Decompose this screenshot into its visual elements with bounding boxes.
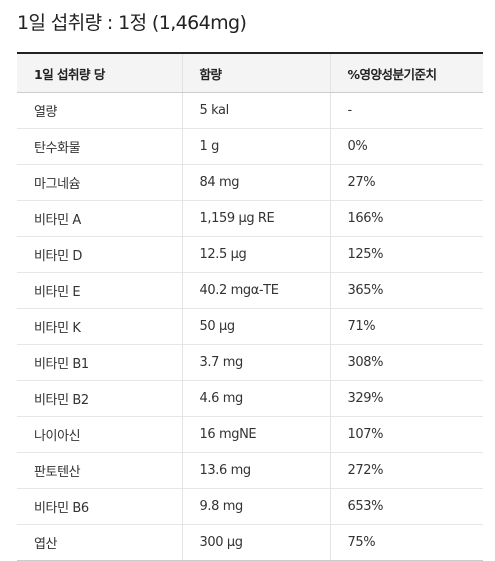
nutrient-daily-value: 653% — [329, 488, 483, 525]
nutrient-daily-value: 125% — [329, 236, 483, 273]
nutrient-name: 비타민 A — [17, 200, 182, 237]
table-row: 비타민 B6 9.8 mg 653% — [17, 488, 483, 525]
table-row: 엽산 300 µg 75% — [17, 524, 483, 561]
nutrient-name: 비타민 B6 — [17, 488, 182, 525]
nutrient-name: 비타민 B1 — [17, 344, 182, 381]
nutrient-amount: 16 mgNE — [181, 416, 330, 453]
header-daily-value: %영양성분기준치 — [329, 52, 483, 93]
table-row: 비타민 D 12.5 µg 125% — [17, 236, 483, 273]
table-row: 비타민 E 40.2 mgα-TE 365% — [17, 272, 483, 309]
nutrient-name: 판토텐산 — [17, 452, 182, 489]
table-row: 비타민 K 50 µg 71% — [17, 308, 483, 345]
table-row: 탄수화물 1 g 0% — [17, 128, 483, 165]
nutrient-amount: 1,159 µg RE — [181, 200, 330, 237]
nutrient-name: 비타민 E — [17, 272, 182, 309]
nutrient-amount: 1 g — [181, 128, 330, 165]
nutrition-table-container: 1일 섭취량 당 함량 %영양성분기준치 열량 5 kal - 탄수화물 1 g… — [17, 52, 483, 561]
nutrient-name: 비타민 B2 — [17, 380, 182, 417]
nutrient-name: 비타민 K — [17, 308, 182, 345]
table-row: 열량 5 kal - — [17, 92, 483, 129]
nutrient-amount: 300 µg — [181, 524, 330, 561]
nutrient-amount: 40.2 mgα-TE — [181, 272, 330, 309]
nutrient-name: 엽산 — [17, 524, 182, 561]
nutrient-daily-value: 107% — [329, 416, 483, 453]
nutrient-amount: 5 kal — [181, 92, 330, 129]
nutrient-name: 나이아신 — [17, 416, 182, 453]
nutrient-daily-value: 75% — [329, 524, 483, 561]
nutrient-name: 탄수화물 — [17, 128, 182, 165]
page-title: 1일 섭취량 : 1정 (1,464mg) — [17, 12, 247, 34]
header-row: 1일 섭취량 당 함량 %영양성분기준치 — [17, 52, 483, 93]
nutrient-amount: 12.5 µg — [181, 236, 330, 273]
nutrient-daily-value: 365% — [329, 272, 483, 309]
nutrient-daily-value: 71% — [329, 308, 483, 345]
table-row: 마그네슘 84 mg 27% — [17, 164, 483, 201]
nutrient-name: 열량 — [17, 92, 182, 129]
nutrient-amount: 50 µg — [181, 308, 330, 345]
nutrient-name: 비타민 D — [17, 236, 182, 273]
nutrient-daily-value: 329% — [329, 380, 483, 417]
header-serving: 1일 섭취량 당 — [17, 52, 182, 93]
nutrient-name: 마그네슘 — [17, 164, 182, 201]
nutrient-amount: 9.8 mg — [181, 488, 330, 525]
table-row: 판토텐산 13.6 mg 272% — [17, 452, 483, 489]
nutrient-amount: 13.6 mg — [181, 452, 330, 489]
nutrition-table: 1일 섭취량 당 함량 %영양성분기준치 열량 5 kal - 탄수화물 1 g… — [17, 52, 483, 561]
table-body: 열량 5 kal - 탄수화물 1 g 0% 마그네슘 84 mg 27% 비타… — [17, 92, 483, 561]
nutrient-daily-value: 272% — [329, 452, 483, 489]
nutrient-daily-value: 166% — [329, 200, 483, 237]
table-row: 나이아신 16 mgNE 107% — [17, 416, 483, 453]
nutrient-daily-value: 27% — [329, 164, 483, 201]
table-row: 비타민 A 1,159 µg RE 166% — [17, 200, 483, 237]
header-amount: 함량 — [181, 52, 330, 93]
nutrient-amount: 84 mg — [181, 164, 330, 201]
table-row: 비타민 B2 4.6 mg 329% — [17, 380, 483, 417]
table-row: 비타민 B1 3.7 mg 308% — [17, 344, 483, 381]
nutrient-daily-value: 0% — [329, 128, 483, 165]
nutrient-amount: 4.6 mg — [181, 380, 330, 417]
table-header: 1일 섭취량 당 함량 %영양성분기준치 — [17, 52, 483, 93]
nutrient-amount: 3.7 mg — [181, 344, 330, 381]
nutrient-daily-value: - — [329, 92, 483, 129]
nutrient-daily-value: 308% — [329, 344, 483, 381]
